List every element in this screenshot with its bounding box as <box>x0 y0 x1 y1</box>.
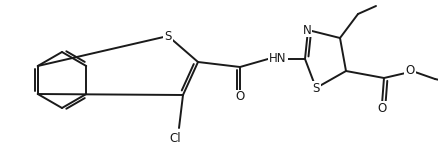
Text: O: O <box>235 91 245 104</box>
Text: O: O <box>378 102 387 115</box>
Text: N: N <box>303 23 311 36</box>
Text: S: S <box>312 81 320 94</box>
Text: Cl: Cl <box>169 132 181 145</box>
Text: O: O <box>406 64 415 77</box>
Text: HN: HN <box>269 52 287 65</box>
Text: S: S <box>164 29 172 42</box>
